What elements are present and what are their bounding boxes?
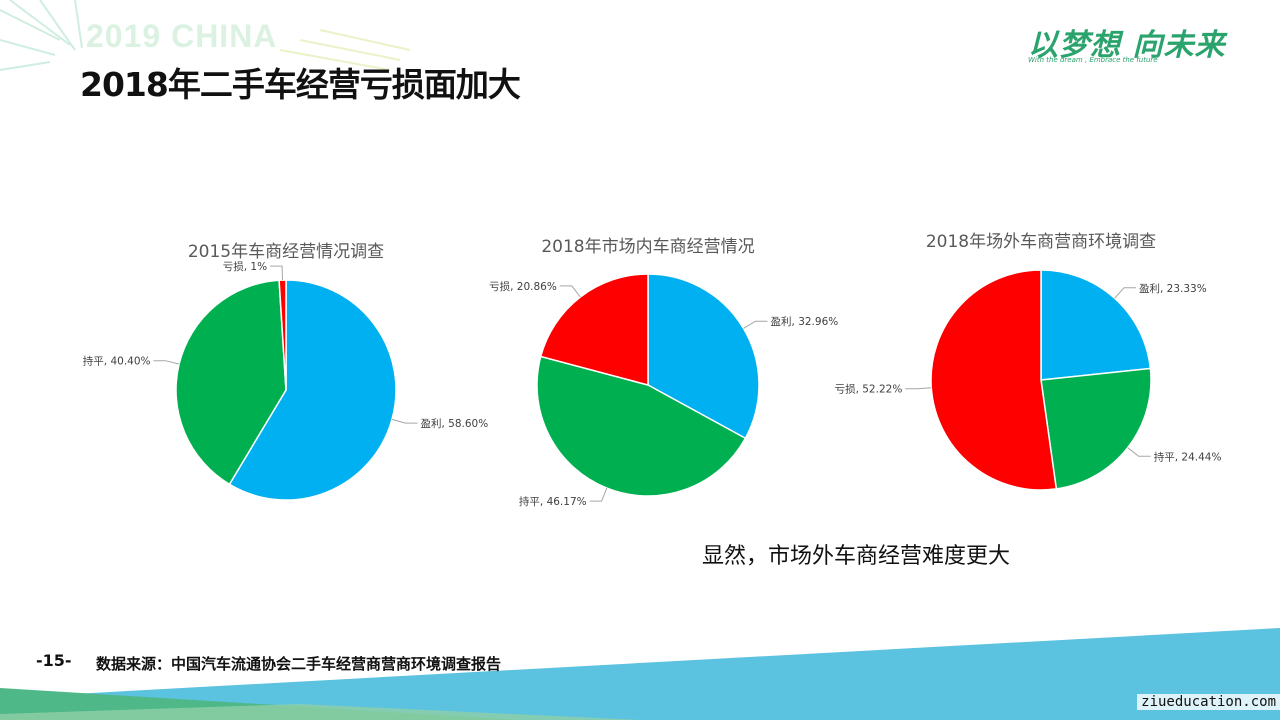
leader-line [1114, 287, 1136, 299]
leader-line [1127, 447, 1151, 457]
chart-title: 2018年场外车商营商环境调查 [926, 232, 1156, 252]
brand-logo: 以梦想 向未来 With the dream , Embrace the fut… [1028, 20, 1243, 72]
page-number: -15- [36, 651, 72, 670]
data-label-profit: 盈利, 32.96% [771, 316, 839, 328]
leader-line [270, 265, 283, 281]
data-label-profit: 盈利, 23.33% [1139, 283, 1207, 295]
data-label-loss: 亏损, 1% [223, 260, 267, 273]
logo-tagline: With the dream , Embrace the future [1028, 56, 1158, 64]
data-label-flat: 持平, 24.44% [1154, 450, 1222, 463]
slide-title: 2018年二手车经营亏损面加大 [80, 65, 521, 104]
pie-slice-flat [175, 279, 287, 486]
data-label-flat: 持平, 40.40% [83, 355, 151, 368]
leader-line [559, 285, 581, 298]
leader-line [589, 487, 608, 502]
data-label-flat: 持平, 46.17% [519, 495, 587, 508]
data-source: 数据来源：中国汽车流通协会二手车经营商营商环境调查报告 [96, 655, 502, 673]
leader-line [905, 387, 932, 390]
pie-slice-profit [228, 279, 397, 501]
pie-slice-flat [536, 355, 747, 497]
logo-slogan: 以梦想 向未来 [1028, 28, 1226, 63]
chart-title: 2018年市场内车商经营情况 [541, 237, 754, 257]
chart-title: 2015年车商经营情况调查 [188, 242, 384, 262]
pie-slice-profit [1040, 269, 1152, 381]
data-label-loss: 亏损, 20.86% [489, 280, 557, 293]
pie-slice-loss [930, 269, 1058, 491]
conclusion-note: 显然，市场外车商经营难度更大 [702, 544, 1011, 569]
data-label-loss: 亏损, 52.22% [835, 383, 903, 396]
background-watermark: 2019 CHINA [86, 18, 278, 54]
leader-line [743, 320, 768, 329]
leader-line [153, 360, 180, 365]
data-label-profit: 盈利, 58.60% [421, 418, 489, 430]
pie-slice-flat [1040, 367, 1152, 490]
leader-line [391, 418, 418, 424]
pie-slice-loss [539, 273, 649, 386]
site-watermark: ziueducation.com [1137, 694, 1280, 710]
pie-slice-profit [647, 273, 760, 440]
